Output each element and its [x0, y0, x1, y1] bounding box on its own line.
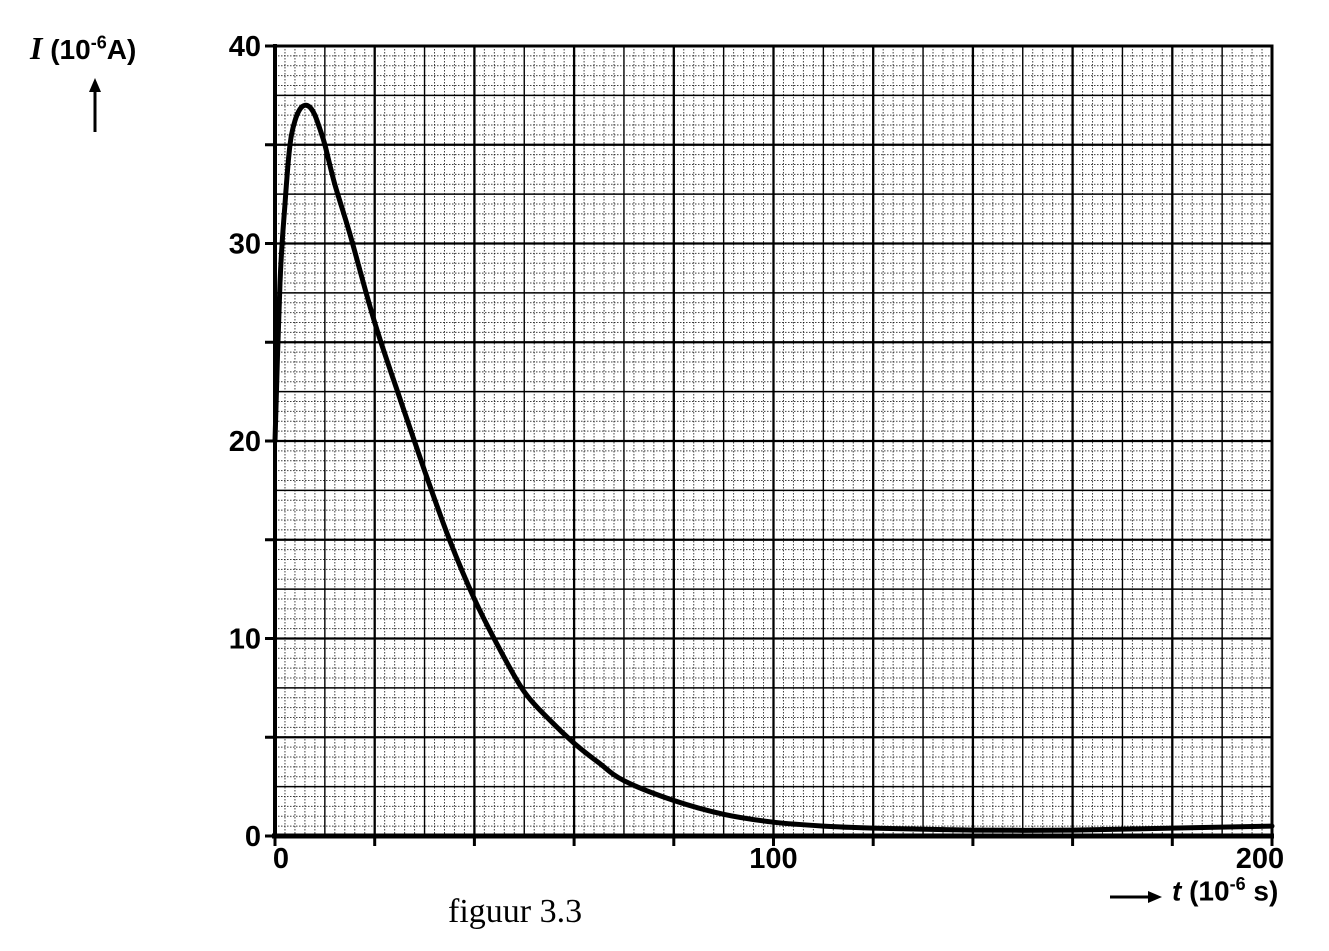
x-axis-arrow-head	[1148, 891, 1162, 903]
x-tick-label: 200	[1236, 843, 1284, 875]
x-axis-symbol: t	[1172, 875, 1182, 907]
x-tick-label: 0	[273, 843, 289, 875]
y-axis-unit-prefix: (10	[42, 34, 91, 65]
y-tick-label: 10	[229, 624, 261, 656]
x-axis-unit-prefix: (10	[1181, 875, 1230, 907]
y-tick-label: 30	[229, 229, 261, 261]
y-tick-label: 20	[229, 426, 261, 458]
y-axis-unit-suffix: A)	[106, 34, 137, 65]
y-tick-label: 0	[245, 821, 261, 853]
y-axis-unit-exponent: -6	[90, 32, 107, 53]
tick-labels: 0 10 20 30 40 0 100 200	[229, 31, 1284, 875]
x-tick-label: 100	[749, 843, 797, 875]
series-line	[272, 102, 1275, 833]
figure-caption: figuur 3.3	[448, 893, 583, 930]
series-group	[272, 102, 1275, 833]
x-axis-label: t (10-6 s)	[1172, 874, 1278, 907]
y-axis-symbol: I	[30, 30, 43, 66]
y-tick-label: 40	[229, 31, 261, 63]
x-axis-unit-suffix: s)	[1245, 875, 1279, 907]
y-axis-label: I (10-6A)	[30, 30, 136, 67]
y-axis-arrow-head	[89, 78, 101, 92]
grid-major	[272, 44, 1274, 839]
x-axis-unit-exponent: -6	[1229, 874, 1246, 894]
